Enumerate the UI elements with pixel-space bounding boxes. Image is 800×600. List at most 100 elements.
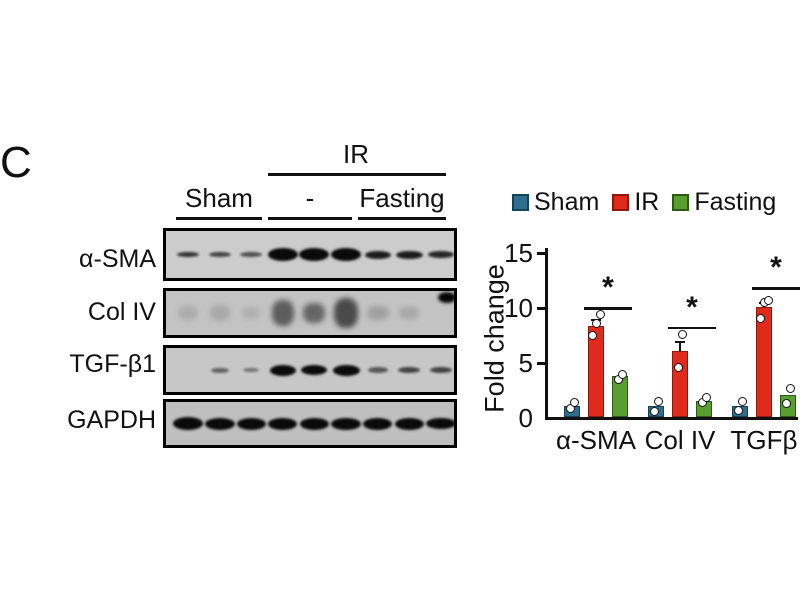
x-axis-line	[545, 417, 798, 420]
blot-lane-label-fasting: Fasting	[359, 183, 445, 213]
blot-artifact-spot	[438, 292, 454, 303]
data-point	[785, 383, 795, 393]
blot-band	[425, 418, 454, 429]
blot-lane-label-sham: Sham	[185, 183, 253, 213]
blot-band	[299, 248, 330, 261]
blot-row-label-coliv: Col IV	[87, 298, 156, 326]
minus-underline	[268, 217, 352, 220]
y-tick-label: 10	[504, 293, 533, 323]
legend-swatch-icon	[672, 194, 690, 211]
bar-ir-3	[756, 307, 772, 417]
blot-band	[331, 248, 361, 261]
bar-chart-plot: 0 5 10 15 α-SMA Col IV TGFβ * * *	[490, 235, 800, 470]
significance-line	[752, 287, 800, 290]
data-point	[677, 330, 687, 339]
y-axis-line	[545, 248, 548, 420]
significance-star: *	[770, 251, 782, 285]
legend-item-sham: Sham	[512, 188, 599, 217]
blot-band	[210, 367, 229, 373]
blot-band	[394, 417, 424, 430]
blot-band	[427, 251, 454, 258]
error-bar	[679, 342, 681, 351]
y-tick-label: 0	[518, 403, 533, 433]
data-point	[591, 319, 601, 328]
chart-legend: Sham IR Fasting	[512, 188, 789, 217]
blot-group-label-ir: IR	[343, 139, 369, 169]
blot-band	[363, 417, 393, 430]
data-point	[763, 295, 773, 305]
legend-swatch-icon	[512, 194, 529, 211]
blot-band	[271, 300, 294, 326]
blot-band	[331, 417, 361, 430]
blot-band	[364, 250, 391, 259]
data-point	[701, 392, 711, 402]
y-tick	[537, 362, 545, 365]
data-point	[781, 399, 791, 409]
blot-band	[395, 250, 423, 259]
error-bar-cap	[675, 341, 685, 344]
data-point	[755, 313, 765, 323]
panel-label: C	[0, 138, 32, 187]
data-point	[617, 369, 627, 379]
legend-label: Sham	[534, 188, 600, 216]
blot-band	[429, 367, 452, 373]
blot-membrane-gapdh	[163, 399, 457, 448]
blot-band	[267, 248, 298, 261]
blot-band	[268, 417, 298, 430]
data-point	[733, 405, 743, 415]
significance-line	[668, 326, 716, 330]
blot-band	[236, 417, 266, 430]
blot-lane-label-minus: -	[305, 183, 315, 213]
blot-band	[367, 367, 388, 373]
blot-band	[366, 306, 389, 320]
blot-band	[243, 368, 260, 372]
blot-band	[332, 364, 360, 376]
blot-band	[242, 307, 261, 319]
bar-ir-2	[672, 351, 688, 417]
blot-band	[398, 367, 421, 373]
data-point	[653, 397, 663, 407]
blot-band	[177, 252, 199, 257]
significance-line	[584, 307, 632, 310]
blot-row-label-tgfb1: TGF-β1	[69, 350, 156, 378]
blot-band	[208, 252, 231, 257]
legend-label: IR	[634, 188, 660, 216]
blot-band	[269, 364, 296, 376]
blot-band	[301, 365, 328, 375]
blot-band	[303, 303, 326, 323]
significance-star: *	[686, 290, 698, 324]
y-tick-label: 15	[504, 238, 533, 268]
blot-band	[178, 306, 198, 320]
blot-band	[299, 417, 329, 430]
significance-star: *	[602, 271, 614, 304]
legend-item-ir: IR	[612, 188, 659, 217]
y-tick	[537, 252, 545, 255]
data-point	[595, 310, 605, 320]
x-category-label: Col IV	[644, 425, 716, 455]
data-point	[673, 363, 683, 372]
blot-band	[240, 252, 263, 257]
blot-membrane-coliv	[163, 288, 457, 338]
y-tick	[537, 307, 545, 310]
data-point	[649, 407, 659, 416]
blot-row-label-gapdh: GAPDH	[67, 406, 156, 434]
data-point	[587, 331, 597, 341]
legend-swatch-icon	[612, 194, 630, 211]
blot-band	[399, 307, 420, 319]
legend-label: Fasting	[694, 188, 777, 216]
blot-band	[173, 417, 203, 430]
ir-group-underline	[268, 173, 446, 176]
blot-membrane-asma	[163, 228, 457, 281]
fasting-underline	[358, 217, 446, 220]
data-point	[569, 398, 579, 408]
y-tick-label: 5	[518, 348, 533, 378]
legend-item-fasting: Fasting	[672, 188, 776, 217]
blot-band	[204, 417, 235, 430]
data-point	[737, 397, 747, 407]
blot-row-label-asma: α-SMA	[79, 245, 156, 273]
blot-band	[334, 298, 358, 328]
sham-underline	[176, 217, 262, 220]
blot-band	[209, 305, 230, 321]
x-category-label: TGFβ	[730, 425, 798, 455]
